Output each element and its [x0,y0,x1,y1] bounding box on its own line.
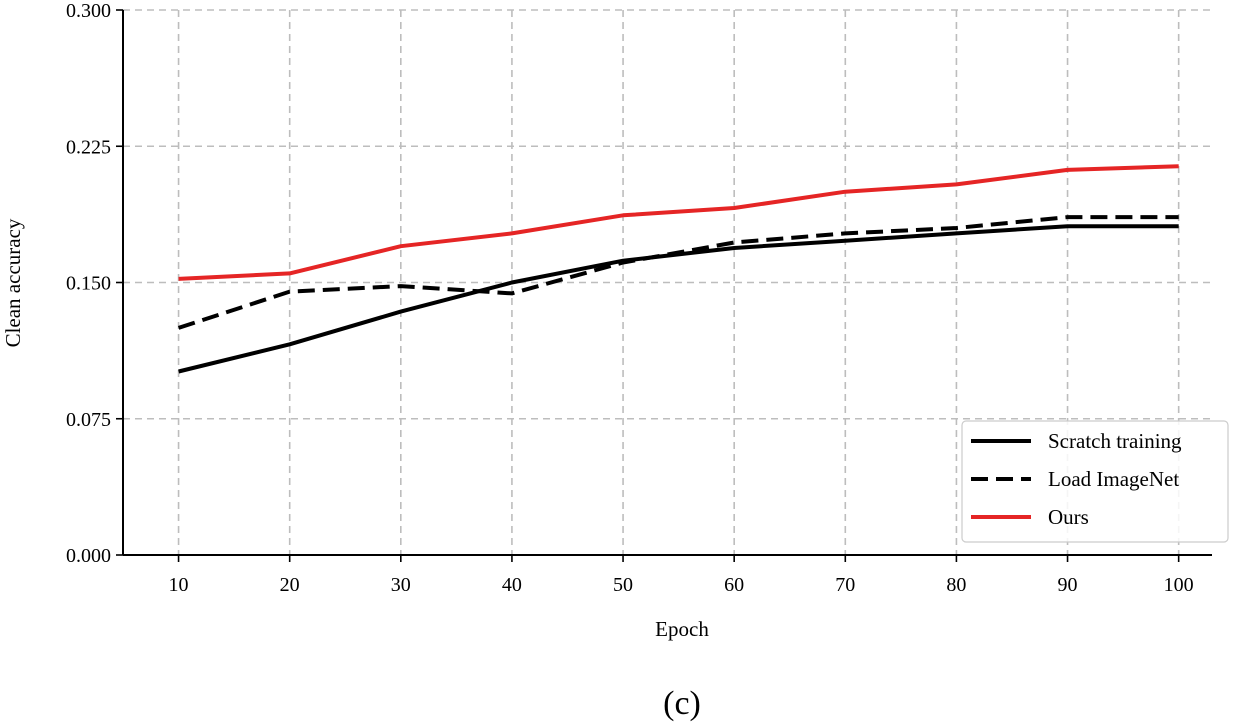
legend-label-load-imagenet: Load ImageNet [1048,467,1179,491]
legend-frame [961,420,1229,543]
legend: Scratch training Load ImageNet Ours [961,420,1229,543]
x-tick-label-70: 70 [835,574,855,596]
y-tick-label-0.075: 0.075 [66,409,111,431]
y-axis-title: Clean accuracy [1,218,25,347]
y-tick-label-0.000: 0.000 [66,545,111,567]
series-line-ours [178,164,1179,281]
tick-labels: 10 20 30 40 50 60 70 80 90 100 0.000 0.075 0.150 0.22… [66,0,1194,596]
x-tick-label-10: 10 [169,574,189,596]
series-layer [177,164,1179,374]
x-axis-title: Epoch [655,617,709,641]
x-tick-label-40: 40 [502,574,522,596]
x-tick-label-60: 60 [724,574,744,596]
x-tick-label-20: 20 [280,574,300,596]
series-line-scratch-training [178,224,1179,374]
x-tick-label-90: 90 [1058,574,1078,596]
grid-layer [123,9,1212,556]
legend-label-ours: Ours [1048,505,1089,529]
x-tick-label-100: 100 [1164,574,1194,596]
x-tick-label-30: 30 [391,574,411,596]
y-tick-label-0.225: 0.225 [66,136,111,158]
y-tick-label-0.300: 0.300 [66,0,111,22]
y-tick-label-0.150: 0.150 [66,273,111,295]
series-line-load-imagenet [177,215,1179,330]
x-tick-label-50: 50 [613,574,633,596]
axes-layer [116,9,1212,562]
legend-label-scratch-training: Scratch training [1048,429,1182,453]
figure-caption: (c) [663,685,701,722]
x-tick-label-80: 80 [946,574,966,596]
